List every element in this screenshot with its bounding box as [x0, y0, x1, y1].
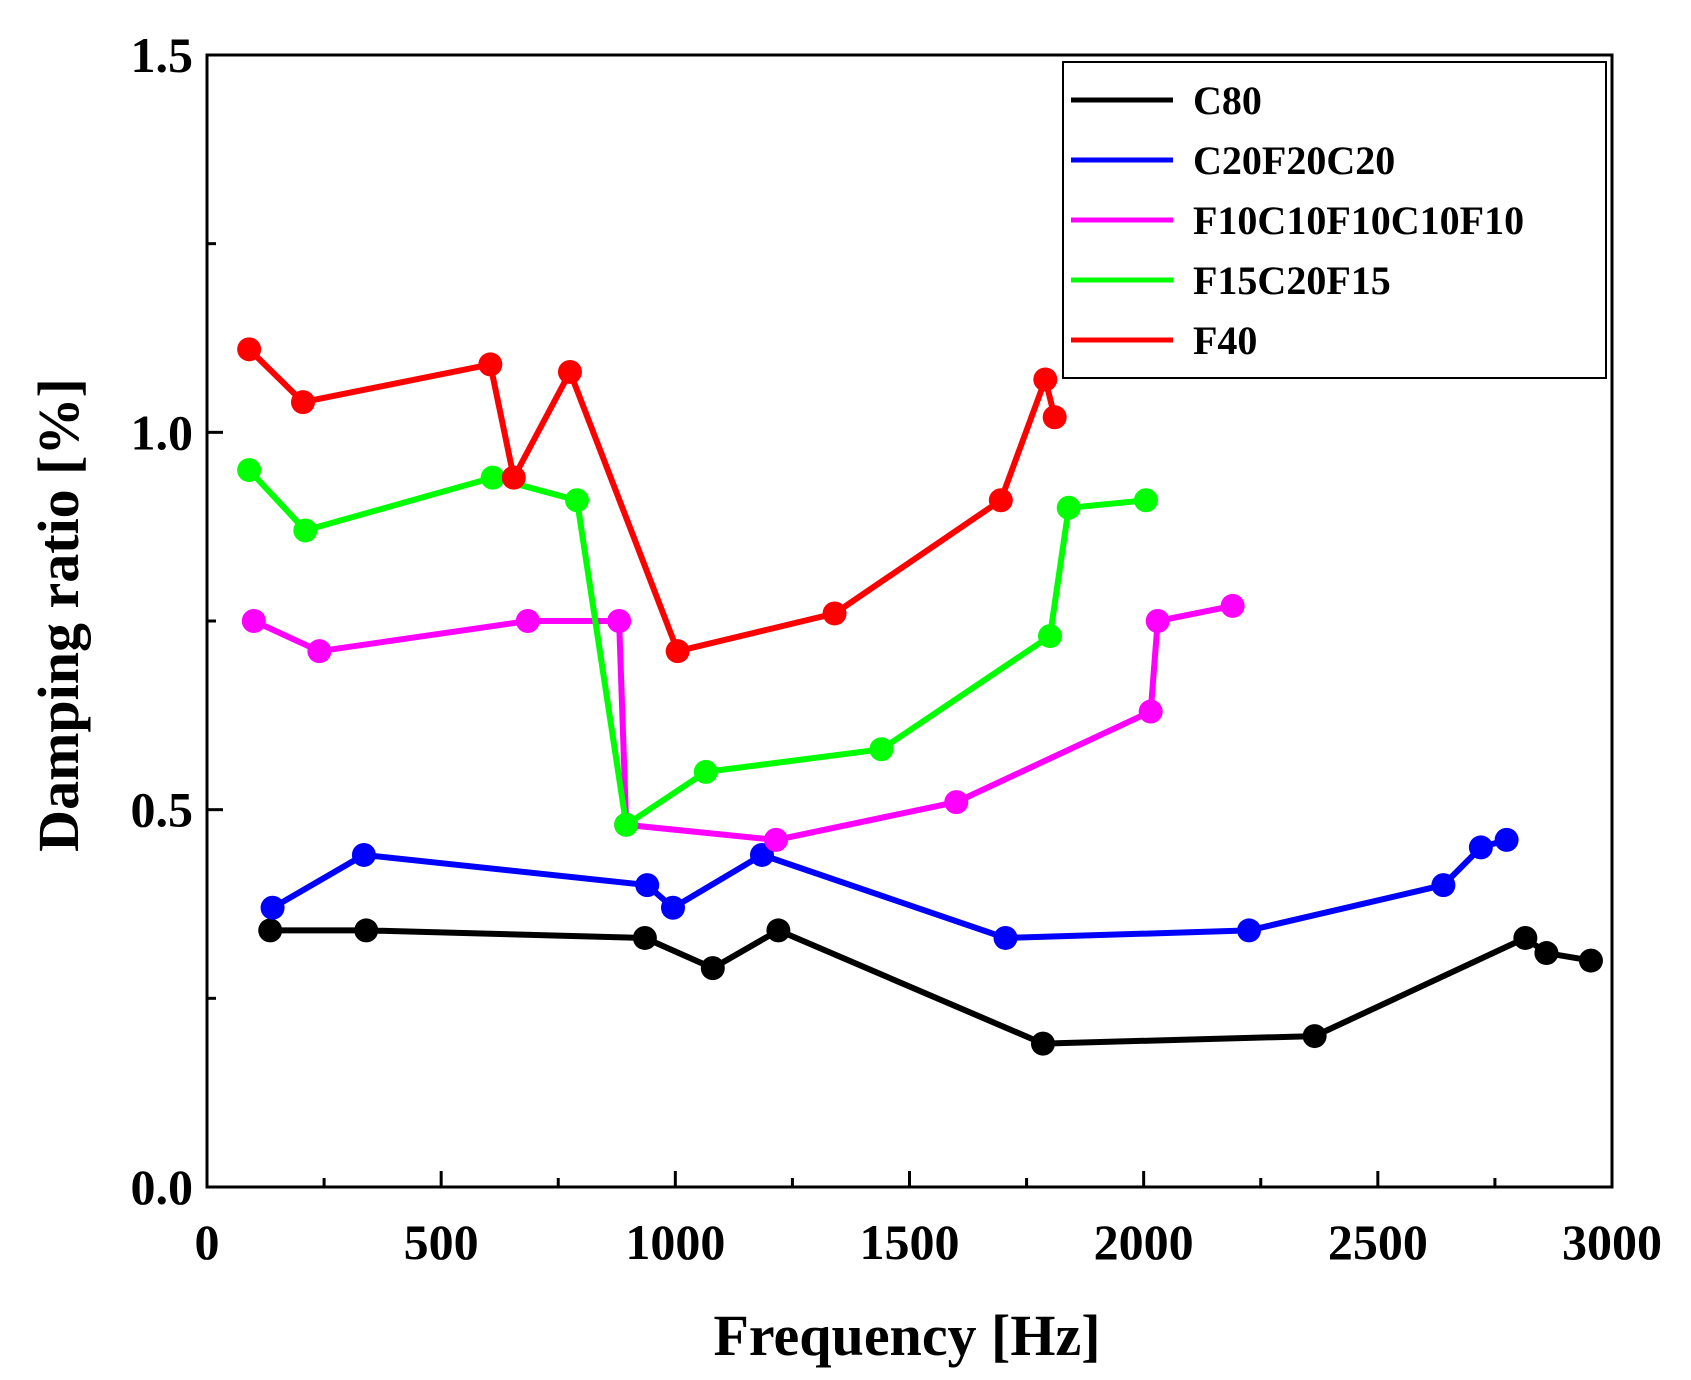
legend-label-f15c20f15: F15C20F15	[1193, 258, 1391, 303]
data-point-f10c10f10c10f10	[1145, 609, 1170, 633]
x-tick-label: 0	[195, 1214, 220, 1270]
data-point-f15c20f15	[480, 465, 505, 490]
x-tick-label: 3000	[1562, 1214, 1662, 1270]
data-point-f10c10f10c10f10	[944, 790, 969, 815]
data-point-f15c20f15	[614, 812, 639, 837]
data-point-f40	[988, 488, 1013, 513]
series-c20f20c20	[260, 827, 1519, 950]
data-point-f40	[822, 601, 847, 626]
data-point-c20f20c20	[749, 842, 774, 867]
data-point-c80	[1513, 925, 1538, 950]
legend-label-f10c10f10c10f10: F10C10F10C10F10	[1193, 198, 1524, 243]
x-axis-title: Frequency [Hz]	[713, 1303, 1100, 1368]
x-tick-label: 1000	[625, 1214, 725, 1270]
data-point-c20f20c20	[1494, 827, 1519, 852]
data-point-c80	[766, 918, 791, 943]
data-point-f15c20f15	[1056, 495, 1081, 520]
data-point-c20f20c20	[993, 925, 1018, 950]
data-point-f15c20f15	[564, 488, 589, 513]
data-point-f15c20f15	[693, 759, 718, 784]
data-point-f40	[1033, 367, 1058, 392]
axes: 0 500 1000 1500 2000 2500 3000 0.0 0.5 1.0 1.5	[131, 27, 1663, 1270]
data-point-f40	[237, 337, 262, 362]
series-line-c80	[270, 927, 1592, 1047]
data-point-f40	[1042, 405, 1067, 430]
data-point-f10c10f10c10f10	[1220, 593, 1245, 618]
data-point-f10c10f10c10f10	[607, 609, 632, 633]
data-point-f10c10f10c10f10	[764, 827, 789, 852]
series-f10c10f10c10f10	[241, 593, 1245, 852]
data-point-f15c20f15	[1038, 624, 1062, 649]
data-point-c20f20c20	[1431, 873, 1456, 898]
series-layer	[237, 337, 1603, 1056]
data-point-c20f20c20	[635, 873, 660, 898]
data-point-c20f20c20	[351, 842, 376, 867]
data-point-c80	[700, 956, 725, 981]
series-line-c20f20c20	[271, 837, 1508, 941]
data-point-c80	[354, 918, 379, 943]
data-point-f40	[291, 390, 316, 415]
y-tick-label: 1.0	[131, 404, 194, 460]
data-point-c80	[1302, 1024, 1327, 1049]
x-tick-label: 500	[404, 1214, 479, 1270]
series-f40	[237, 337, 1067, 664]
data-point-f10c10f10c10f10	[1138, 699, 1163, 724]
data-point-c20f20c20	[260, 895, 285, 920]
legend-label-f40: F40	[1193, 318, 1257, 363]
legend-label-c20f20c20: C20F20C20	[1193, 138, 1395, 183]
x-tick-label: 2000	[1094, 1214, 1194, 1270]
y-tick-label: 0.0	[131, 1159, 194, 1215]
legend: C80 C20F20C20 F10C10F10C10F10 F15C20F15 F40	[1062, 61, 1607, 379]
y-tick-label: 0.5	[131, 782, 194, 838]
data-point-c80	[1030, 1031, 1055, 1056]
data-point-f40	[478, 352, 503, 377]
legend-label-c80: C80	[1193, 78, 1262, 123]
y-tick-label: 1.5	[131, 27, 194, 83]
data-point-f10c10f10c10f10	[241, 609, 266, 633]
data-point-c80	[1534, 941, 1559, 966]
series-line-f15c20f15	[247, 468, 1147, 828]
x-tick-label: 2500	[1328, 1214, 1428, 1270]
x-tick-label: 1500	[860, 1214, 960, 1270]
data-point-c20f20c20	[660, 895, 685, 920]
series-line-f10c10f10c10f10	[252, 602, 1234, 843]
data-point-f15c20f15	[237, 458, 262, 483]
series-c80	[258, 918, 1603, 1056]
data-point-f15c20f15	[869, 737, 894, 762]
data-point-c20f20c20	[1468, 835, 1493, 860]
data-point-f40	[665, 639, 690, 664]
series-line-f40	[247, 347, 1058, 655]
data-point-f10c10f10c10f10	[515, 609, 540, 633]
y-axis-title: Damping ratio [%]	[26, 378, 91, 852]
data-point-f10c10f10c10f10	[307, 639, 332, 664]
data-point-f40	[501, 465, 526, 490]
data-point-f15c20f15	[1134, 488, 1159, 513]
data-point-c80	[258, 918, 283, 943]
data-point-c80	[1578, 948, 1603, 973]
data-point-c20f20c20	[1237, 918, 1262, 943]
data-point-f40	[557, 359, 582, 384]
data-point-c80	[632, 925, 657, 950]
series-f15c20f15	[237, 458, 1159, 837]
data-point-f15c20f15	[293, 518, 318, 543]
